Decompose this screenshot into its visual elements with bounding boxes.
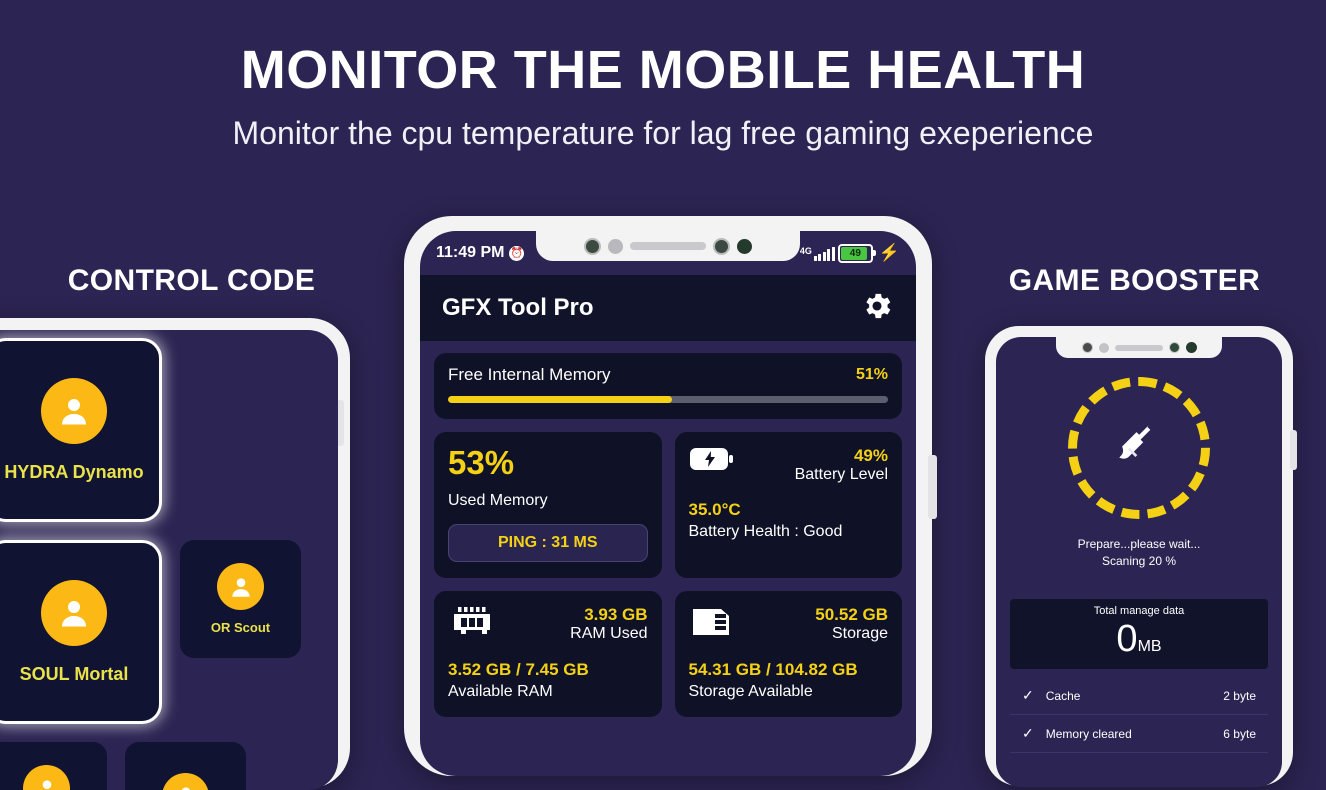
- scan-section: Prepare...please wait... Scaning 20 %: [996, 377, 1282, 568]
- camera-icon: [1082, 342, 1093, 353]
- network-type-label: 4G: [800, 247, 812, 256]
- dashboard-body: Free Internal Memory 51% 53% Used Memory…: [420, 341, 916, 729]
- camera-icon: [584, 238, 601, 255]
- user-avatar-icon: [23, 765, 70, 790]
- center-phone-notch: [536, 231, 800, 261]
- ram-card: 3.93 GB RAM Used 3.52 GB / 7.45 GB Avail…: [434, 591, 662, 717]
- player-tile-grid: HYDRA Dynamo SOUL Mortal OR Scout SOUL R…: [0, 338, 338, 790]
- user-avatar-icon: [41, 580, 107, 646]
- total-value-unit: MB: [1138, 638, 1162, 655]
- storage-used-label: Storage: [815, 625, 888, 643]
- total-manage-data-box: Total manage data 0MB: [1010, 599, 1268, 669]
- front-camera-icon: [737, 239, 752, 254]
- total-manage-data-value: 0MB: [1010, 620, 1268, 658]
- right-phone-side-button[interactable]: [1290, 430, 1297, 470]
- free-memory-card: Free Internal Memory 51%: [434, 353, 902, 419]
- storage-used-value: 50.52 GB: [815, 605, 888, 625]
- player-tile-or-scout[interactable]: OR Scout: [180, 540, 301, 658]
- game-booster-title: GAME BOOSTER: [943, 264, 1326, 298]
- user-avatar-icon: [217, 563, 264, 610]
- ram-used-value: 3.93 GB: [570, 605, 647, 625]
- gfx-tool-screen: 11:49 PM ⏰ 4G 49 ⚡ GFX Tool Pro Free Int…: [420, 231, 916, 776]
- list-item[interactable]: ✓ Cache 2 byte: [1010, 677, 1268, 715]
- user-avatar-icon: [162, 773, 209, 790]
- battery-percent: 49%: [795, 446, 888, 466]
- cleaned-item-name: Memory cleared: [1046, 727, 1224, 741]
- ram-available-value: 3.52 GB / 7.45 GB: [448, 660, 648, 680]
- battery-percent-label: 49: [850, 248, 861, 259]
- earpiece-speaker: [630, 242, 706, 250]
- used-memory-percent: 53%: [448, 446, 648, 479]
- battery-temperature: 35.0°C: [689, 500, 889, 520]
- ping-button[interactable]: PING : 31 MS: [448, 524, 648, 562]
- player-tile-label: SOUL Mortal: [20, 664, 129, 685]
- free-memory-label: Free Internal Memory: [448, 365, 611, 385]
- scan-status-line2: Scaning 20 %: [996, 554, 1282, 568]
- earpiece-speaker: [1115, 345, 1163, 351]
- used-memory-card: 53% Used Memory PING : 31 MS: [434, 432, 662, 578]
- player-tile-soul-mortal[interactable]: SOUL Mortal: [0, 540, 162, 724]
- cleaned-item-size: 2 byte: [1223, 689, 1256, 703]
- player-tile-label: HYDRA Dynamo: [4, 462, 143, 483]
- stats-row-1: 53% Used Memory PING : 31 MS 49%: [434, 432, 902, 578]
- check-icon: ✓: [1022, 725, 1034, 742]
- page-subtitle: Monitor the cpu temperature for lag free…: [0, 115, 1326, 152]
- right-phone-notch: [1056, 337, 1222, 358]
- app-bar: GFX Tool Pro: [420, 275, 916, 341]
- charging-bolt-icon: ⚡: [879, 243, 900, 263]
- cleaned-item-name: Cache: [1046, 689, 1224, 703]
- control-code-screen: HYDRA Dynamo SOUL Mortal OR Scout SOUL R…: [0, 330, 338, 790]
- battery-card: 49% Battery Level 35.0°C Battery Health …: [675, 432, 903, 578]
- total-manage-data-caption: Total manage data: [1010, 605, 1268, 617]
- free-memory-percent: 51%: [856, 366, 888, 384]
- storage-available-label: Storage Available: [689, 683, 889, 701]
- page-title: MONITOR THE MOBILE HEALTH: [0, 42, 1326, 99]
- free-memory-progress-track: [448, 396, 888, 403]
- alarm-icon: ⏰: [509, 246, 524, 261]
- cleaned-items-list: ✓ Cache 2 byte ✓ Memory cleared 6 byte: [1010, 677, 1268, 753]
- light-sensor-icon: [713, 238, 730, 255]
- game-booster-screen: Prepare...please wait... Scaning 20 % To…: [996, 337, 1282, 787]
- player-tile-5[interactable]: [125, 742, 246, 790]
- proximity-sensor-icon: [608, 239, 623, 254]
- signal-bars-icon: [814, 246, 835, 261]
- status-bar-right: 4G 49 ⚡: [800, 243, 900, 263]
- used-memory-label: Used Memory: [448, 492, 648, 510]
- status-bar-left: 11:49 PM ⏰: [436, 244, 524, 262]
- storage-available-value: 54.31 GB / 104.82 GB: [689, 660, 889, 680]
- free-memory-progress-fill: [448, 396, 672, 403]
- app-title: GFX Tool Pro: [442, 294, 594, 322]
- battery-health-label: Battery Health : Good: [689, 523, 889, 541]
- scan-status-line1: Prepare...please wait...: [996, 537, 1282, 551]
- gear-icon[interactable]: [860, 289, 894, 328]
- user-avatar-icon: [41, 378, 107, 444]
- player-tile-label: OR Scout: [211, 620, 270, 635]
- battery-charging-icon: [689, 446, 733, 477]
- ram-available-label: Available RAM: [448, 683, 648, 701]
- hero-section: MONITOR THE MOBILE HEALTH Monitor the cp…: [0, 0, 1326, 152]
- broom-icon: [1116, 421, 1162, 475]
- scan-progress-ring: [1068, 377, 1210, 519]
- ram-chip-icon: [448, 605, 496, 644]
- status-bar-time: 11:49 PM: [436, 244, 504, 262]
- battery-level-label: Battery Level: [795, 466, 888, 484]
- control-code-title: CONTROL CODE: [0, 264, 383, 298]
- sd-card-icon: [689, 605, 735, 644]
- stats-row-2: 3.93 GB RAM Used 3.52 GB / 7.45 GB Avail…: [434, 591, 902, 717]
- list-item[interactable]: ✓ Memory cleared 6 byte: [1010, 715, 1268, 753]
- proximity-sensor-icon: [1099, 343, 1109, 353]
- total-value-number: 0: [1116, 618, 1137, 660]
- check-icon: ✓: [1022, 687, 1034, 704]
- center-phone-side-button[interactable]: [928, 455, 937, 519]
- cleaned-item-size: 6 byte: [1223, 727, 1256, 741]
- battery-icon: 49: [838, 244, 873, 263]
- front-camera-icon: [1186, 342, 1197, 353]
- ram-used-label: RAM Used: [570, 625, 647, 643]
- storage-card: 50.52 GB Storage 54.31 GB / 104.82 GB St…: [675, 591, 903, 717]
- player-tile-soul-regaltos[interactable]: SOUL Regaltos: [0, 742, 107, 790]
- light-sensor-icon: [1169, 342, 1180, 353]
- player-tile-hydra-dynamo[interactable]: HYDRA Dynamo: [0, 338, 162, 522]
